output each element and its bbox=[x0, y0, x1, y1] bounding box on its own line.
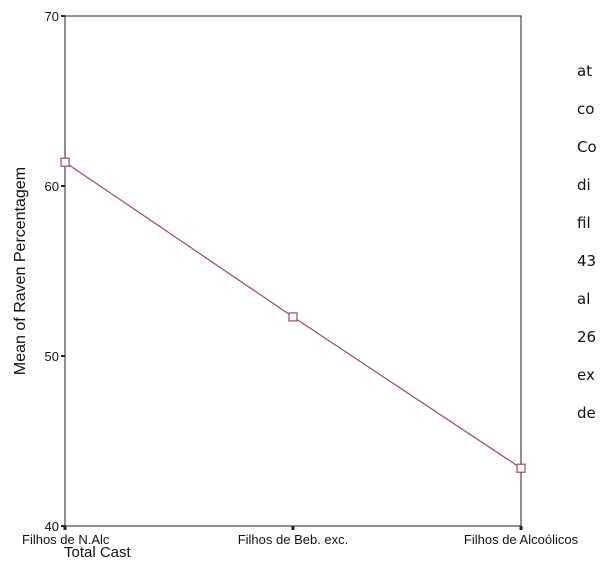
data-point-marker bbox=[516, 463, 526, 473]
side-text-line: at bbox=[577, 62, 593, 80]
x-tick-label: Filhos de Alcoólicos bbox=[464, 532, 579, 547]
y-axis-label: Mean of Raven Percentagem bbox=[12, 167, 29, 375]
y-tick-label: 70 bbox=[45, 9, 59, 24]
y-tick-label: 50 bbox=[45, 349, 59, 364]
y-tick-label: 40 bbox=[45, 519, 59, 534]
side-text-line: co bbox=[577, 100, 595, 118]
side-text-line: fil bbox=[577, 214, 591, 232]
x-axis-label: Total Cast bbox=[64, 544, 131, 561]
y-axis: 40 50 60 70 bbox=[45, 9, 65, 534]
side-text-line: ex bbox=[577, 366, 595, 384]
side-text-line: 43 bbox=[577, 252, 597, 270]
series-layer bbox=[60, 157, 526, 473]
data-point-marker bbox=[60, 157, 70, 167]
y-tick-label: 60 bbox=[45, 179, 59, 194]
side-text-line: de bbox=[577, 404, 596, 422]
side-text-line: al bbox=[577, 290, 591, 308]
side-text-line: Co bbox=[577, 138, 597, 156]
side-text-line: 26 bbox=[577, 328, 597, 346]
x-axis: Filhos de N.Alc Filhos de Beb. exc. Filhos… bbox=[22, 526, 579, 547]
x-tick-label: Filhos de Beb. exc. bbox=[238, 532, 349, 547]
plot-frame bbox=[64, 15, 522, 527]
x-tick-label: Filhos de N.Alc bbox=[22, 532, 110, 547]
data-point-marker bbox=[288, 312, 298, 322]
side-text-line: di bbox=[577, 176, 591, 194]
